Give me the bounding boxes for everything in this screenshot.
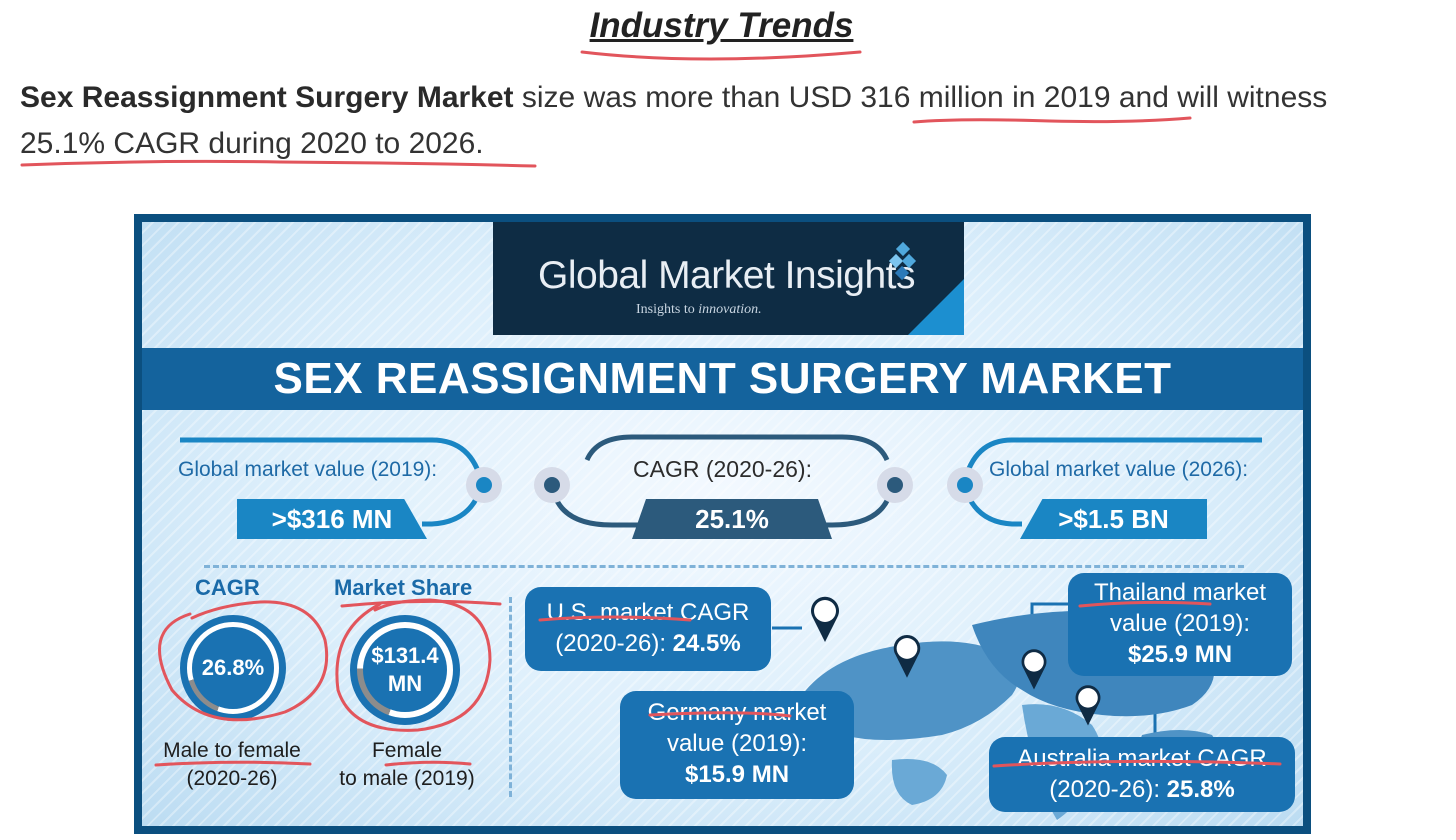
intro-bold-subject: Sex Reassignment Surgery Market [20, 81, 514, 114]
cagr-heading: CAGR [195, 575, 260, 600]
global-value-2019: >$316 MN [237, 499, 427, 539]
connector-dot-icon [476, 477, 492, 493]
germany-callout-line-1: Germany market [647, 699, 827, 726]
australia-map-pin-icon [1075, 685, 1101, 726]
australia-cagr-value: 25.8% [1166, 776, 1235, 803]
infographic: Global Market Insights Insights to innov… [134, 214, 1311, 834]
market-share-caption: Female to male (2019) [339, 739, 475, 790]
cagr-caption: Male to female (2020-26) [163, 739, 301, 790]
heading-underline [580, 50, 862, 61]
infographic-background: Global Market Insights Insights to innov… [142, 222, 1303, 826]
section-divider [204, 565, 1244, 568]
cagr-2020-26-label: CAGR (2020-26): [633, 456, 812, 482]
page-heading: Industry Trends [589, 6, 854, 45]
us-map-pin-icon [811, 596, 839, 642]
germany-callout-line-2: value (2019): [666, 730, 808, 757]
intro-text-line-1: size was more than USD 316 million in 20… [513, 81, 1328, 114]
connector-dot-icon [887, 477, 903, 493]
connector-dot-icon [957, 477, 973, 493]
us-callout-line-1: U.S. market CAGR [546, 599, 750, 626]
cagr-2020-26-value: 25.1% [632, 499, 832, 539]
global-value-2026: >$1.5 BN [1020, 499, 1207, 539]
brand-logo-text: Global Market Insights [538, 254, 916, 297]
us-callout-line-2: (2020-26): [555, 630, 673, 657]
germany-market-value: $15.9 MN [684, 761, 790, 788]
title-banner: SEX REASSIGNMENT SURGERY MARKET [142, 348, 1303, 410]
thailand-callout-line-2: value (2019): [1109, 610, 1251, 637]
germany-market-callout: Germany market value (2019): $15.9 MN [620, 691, 854, 799]
australia-callout-line-2: (2020-26): [1049, 776, 1167, 803]
germany-map-pin-icon [893, 635, 921, 678]
thailand-callout-line-1: Thailand market [1093, 579, 1267, 606]
brand-tagline: Insights to innovation. [636, 302, 762, 317]
australia-market-callout: Australia market CAGR (2020-26): 25.8% [989, 737, 1295, 812]
intro-paragraph: Sex Reassignment Surgery Market size was… [20, 75, 1435, 167]
connector-dot-icon [544, 477, 560, 493]
logo-corner-triangle [908, 279, 964, 335]
intro-text-line-2: 25.1% CAGR during 2020 to 2026. [20, 127, 484, 160]
infographic-title: SEX REASSIGNMENT SURGERY MARKET [273, 354, 1172, 403]
logo-panel: Global Market Insights Insights to innov… [493, 222, 964, 335]
cagr-ring-value: 26.8% [192, 627, 274, 709]
thailand-market-callout: Thailand market value (2019): $25.9 MN [1068, 573, 1292, 676]
us-cagr-value: 24.5% [672, 630, 741, 657]
market-share-value: $131.4 MN [363, 628, 447, 712]
australia-callout-line-1: Australia market CAGR [1017, 745, 1267, 772]
thailand-market-value: $25.9 MN [1127, 641, 1233, 668]
global-value-2019-label: Global market value (2019): [178, 458, 438, 481]
thailand-map-pin-icon [1021, 649, 1047, 690]
market-share-heading: Market Share [334, 575, 473, 600]
us-market-callout: U.S. market CAGR (2020-26): 24.5% [525, 587, 771, 671]
global-value-2026-label: Global market value (2026): [989, 458, 1249, 481]
vertical-divider [509, 597, 512, 797]
